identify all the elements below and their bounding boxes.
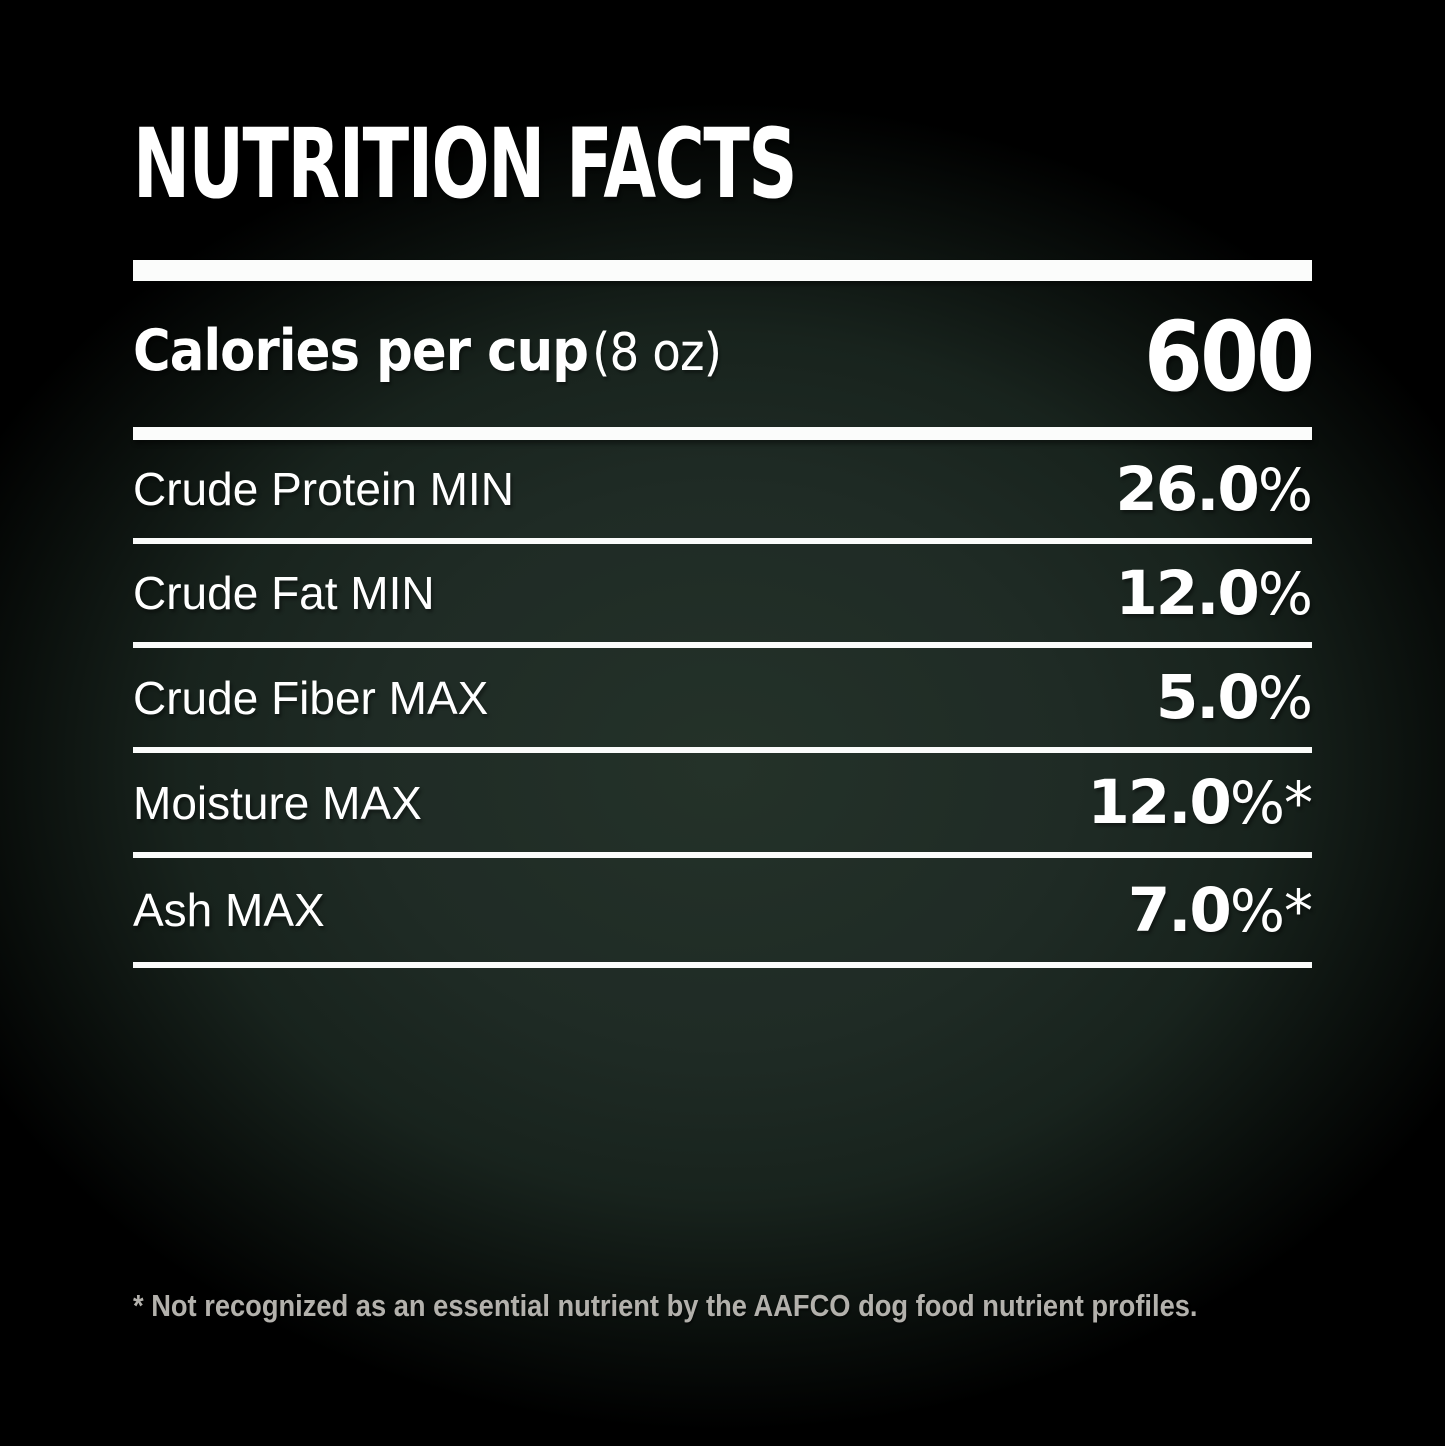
nutrient-value: 5.0% — [1155, 662, 1313, 733]
nutrient-label: Crude Fiber MAX — [133, 671, 489, 724]
nutrient-value-number: 12.0 — [1087, 767, 1232, 838]
table-row: Ash MAX 7.0%* — [133, 858, 1313, 968]
nutrient-table: Crude Protein MIN 26.0% Crude Fat MIN 12… — [133, 440, 1313, 968]
nutrient-value-suffix: %* — [1229, 769, 1313, 837]
nutrient-value-number: 12.0 — [1115, 557, 1260, 629]
nutrient-value: 26.0% — [1115, 453, 1313, 525]
label-content: NUTRITION FACTS Calories per cup (8 oz) … — [133, 0, 1315, 1446]
nutrient-value-number: 5.0 — [1155, 662, 1260, 733]
nutrient-value-suffix: %* — [1229, 876, 1313, 945]
calories-label-group: Calories per cup (8 oz) — [133, 318, 722, 384]
aafco-footnote: * Not recognized as an essential nutrien… — [133, 1288, 1198, 1323]
calories-row: Calories per cup (8 oz) 600 — [133, 306, 1315, 405]
nutrient-label: Crude Protein MIN — [133, 463, 514, 515]
nutrient-value: 7.0%* — [1127, 874, 1313, 946]
nutrient-value: 12.0%* — [1087, 767, 1313, 838]
calories-label: Calories per cup — [133, 318, 589, 384]
nutrient-value-number: 26.0 — [1115, 453, 1260, 525]
title-divider-rule — [133, 260, 1312, 281]
nutrient-value: 12.0% — [1115, 557, 1313, 629]
calories-value: 600 — [1143, 301, 1315, 413]
nutrient-label: Moisture MAX — [133, 776, 422, 829]
page-title: NUTRITION FACTS — [133, 108, 798, 220]
table-row: Moisture MAX 12.0%* — [133, 753, 1313, 858]
nutrient-value-suffix: % — [1257, 455, 1313, 524]
nutrient-value-number: 7.0 — [1127, 874, 1232, 946]
table-row: Crude Protein MIN 26.0% — [133, 440, 1313, 544]
nutrient-value-suffix: % — [1257, 664, 1313, 732]
calories-divider-rule — [133, 427, 1312, 440]
nutrient-label: Ash MAX — [133, 884, 325, 936]
nutrient-label: Crude Fat MIN — [133, 567, 435, 619]
nutrient-value-suffix: % — [1257, 559, 1313, 628]
table-row: Crude Fiber MAX 5.0% — [133, 648, 1313, 753]
calories-serving-size: (8 oz) — [592, 323, 722, 383]
table-row: Crude Fat MIN 12.0% — [133, 544, 1313, 648]
